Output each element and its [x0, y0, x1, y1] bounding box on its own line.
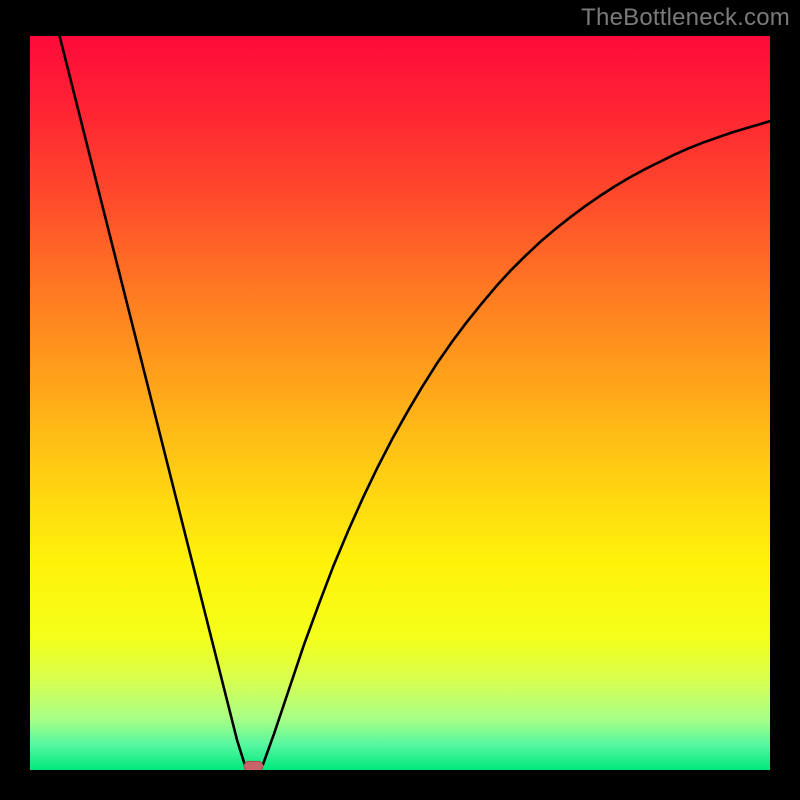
optimal-marker	[244, 761, 263, 770]
watermark-text: TheBottleneck.com	[581, 4, 790, 32]
gradient-background	[30, 36, 770, 770]
plot-svg	[30, 36, 770, 770]
plot-area	[30, 36, 770, 770]
